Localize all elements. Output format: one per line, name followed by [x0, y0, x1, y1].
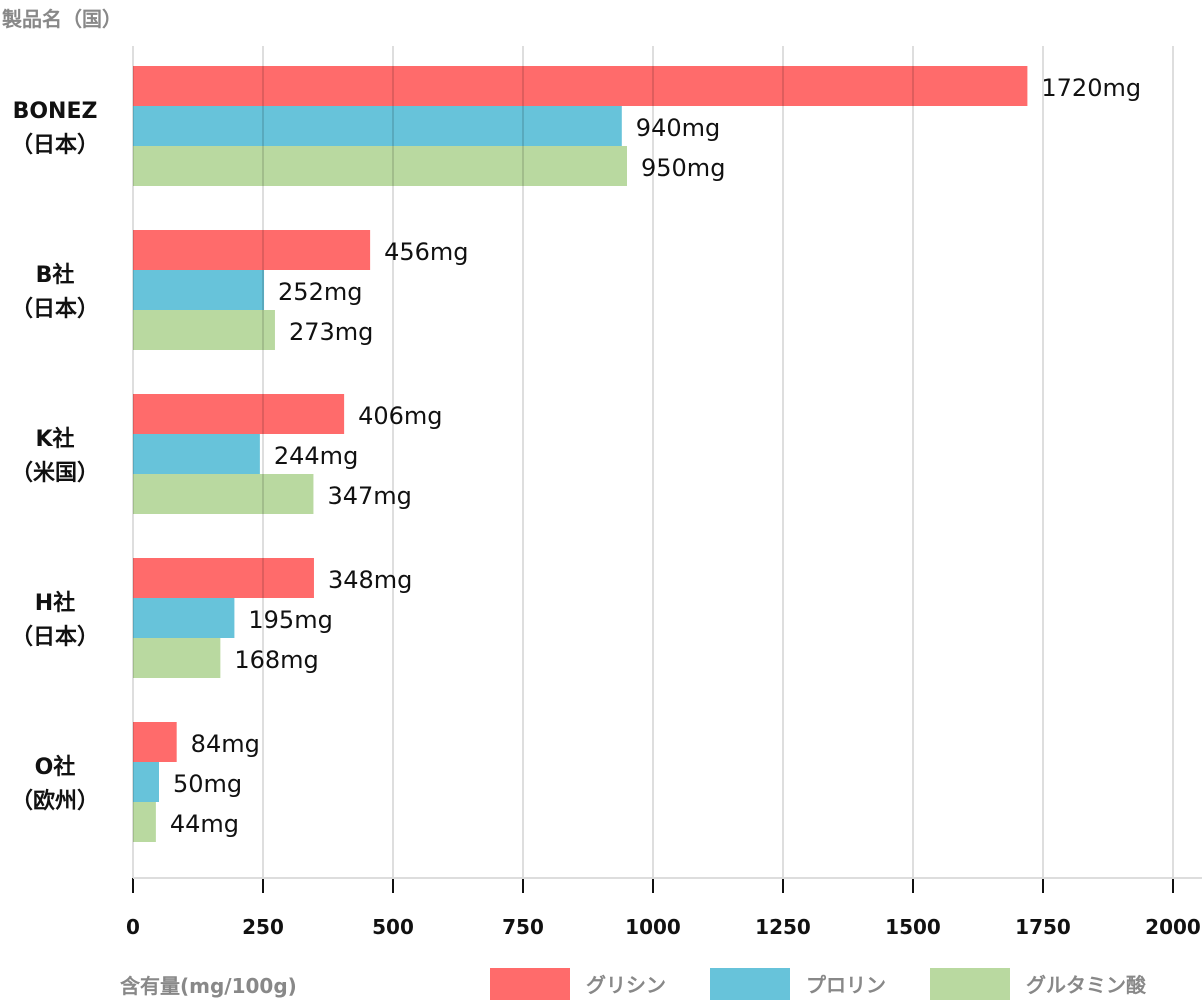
bar: [133, 474, 314, 514]
category-label: O社: [35, 754, 76, 780]
legend-label: プロリン: [806, 973, 886, 997]
bar: [133, 802, 156, 842]
data-label: 252mg: [278, 278, 362, 306]
category-label: K社: [35, 426, 74, 452]
bar: [133, 722, 177, 762]
data-label: 940mg: [636, 114, 720, 142]
x-tick-label: 500: [372, 915, 414, 939]
x-tick-label: 750: [502, 915, 544, 939]
x-tick-label: 2000: [1145, 915, 1201, 939]
legend-swatch: [930, 968, 1010, 1000]
data-label: 1720mg: [1041, 74, 1141, 102]
data-label: 84mg: [191, 730, 260, 758]
bar: [133, 598, 235, 638]
bar: [133, 558, 314, 598]
x-tick-label: 1000: [625, 915, 681, 939]
x-tick-label: 1750: [1015, 915, 1071, 939]
bar: [133, 106, 622, 146]
x-tick-label: 250: [242, 915, 284, 939]
data-label: 950mg: [641, 154, 725, 182]
category-label: B社: [36, 262, 75, 288]
data-label: 347mg: [327, 482, 411, 510]
legend-label: グルタミン酸: [1026, 973, 1147, 997]
legend-swatch: [710, 968, 790, 1000]
x-tick-label: 1250: [755, 915, 811, 939]
category-label: BONEZ: [13, 99, 98, 124]
bar: [133, 66, 1028, 106]
data-label: 456mg: [384, 238, 468, 266]
category-label: H社: [35, 590, 75, 616]
category-country-label: （日本）: [11, 297, 99, 322]
data-label: 50mg: [173, 770, 242, 798]
data-label: 195mg: [248, 606, 332, 634]
bar: [133, 762, 159, 802]
data-label: 406mg: [358, 402, 442, 430]
y-axis-title: 製品名（国）: [2, 7, 122, 31]
x-tick-label: 1500: [885, 915, 941, 939]
bar: [133, 638, 221, 678]
bar: [133, 230, 371, 270]
bar: [133, 270, 265, 310]
data-label: 168mg: [234, 646, 318, 674]
legend-swatch: [490, 968, 570, 1000]
category-country-label: （欧州）: [11, 788, 99, 814]
x-axis-title: 含有量(mg/100g): [120, 974, 297, 998]
category-country-label: （日本）: [11, 625, 99, 650]
data-label: 348mg: [328, 566, 412, 594]
data-label: 244mg: [274, 442, 358, 470]
x-tick-label: 0: [126, 915, 140, 939]
category-country-label: （米国）: [11, 461, 99, 486]
data-label: 273mg: [289, 318, 373, 346]
bar: [133, 310, 275, 350]
bar: [133, 146, 627, 186]
bar: [133, 394, 345, 434]
bar: [133, 434, 260, 474]
legend-label: グリシン: [586, 973, 666, 997]
data-label: 44mg: [170, 810, 239, 838]
category-country-label: （日本）: [11, 133, 99, 158]
